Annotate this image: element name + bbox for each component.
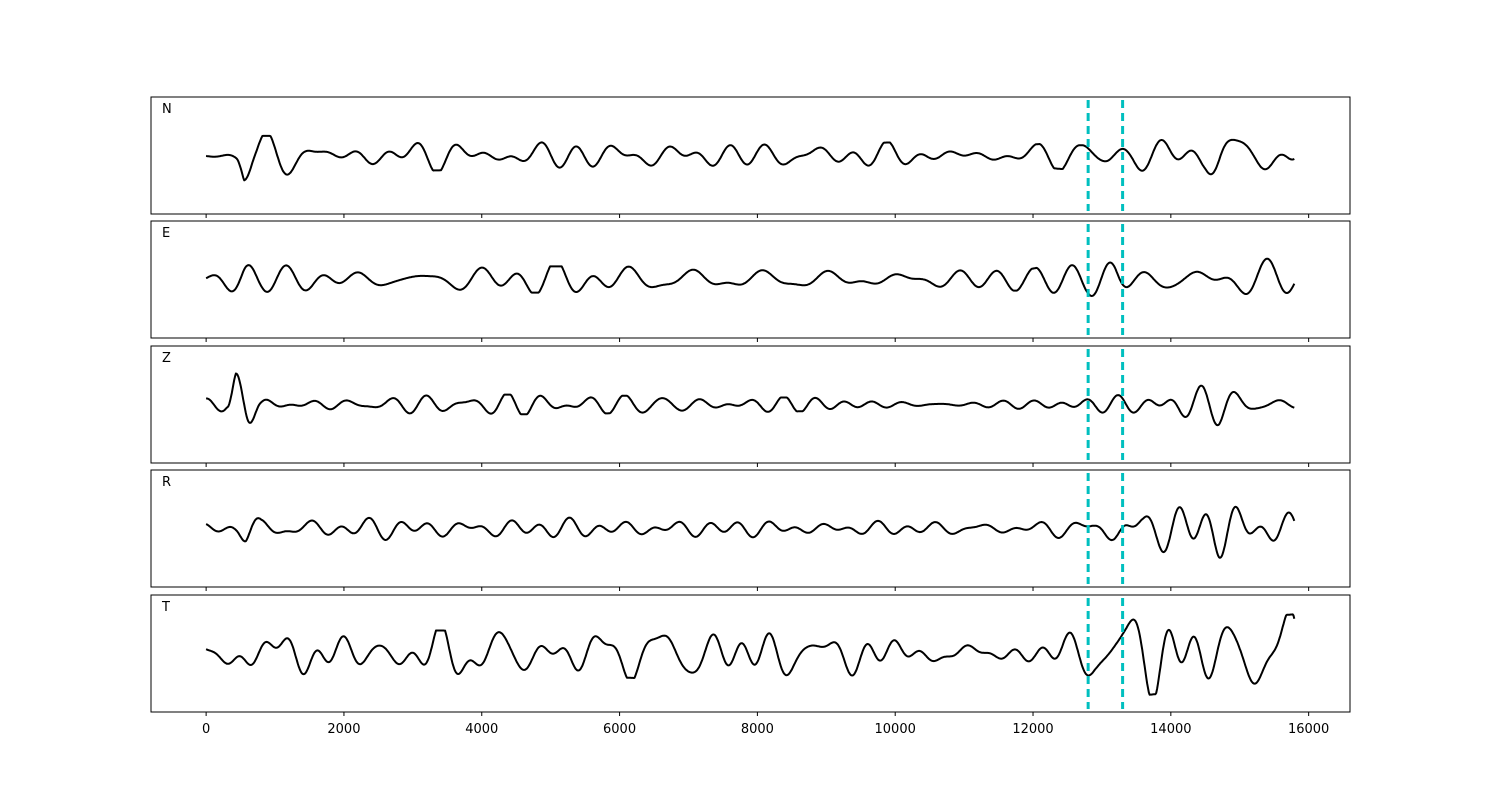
x-tick-label: 14000 xyxy=(1150,722,1191,737)
trace-z xyxy=(205,372,1295,427)
panel-e: E xyxy=(150,220,1351,342)
panel-frame xyxy=(150,594,1351,713)
panel-label: Z xyxy=(162,351,171,366)
trace-e xyxy=(205,257,1296,297)
x-axis: 0 2000 4000 6000 8000 10000 12000 14000 16000 xyxy=(202,722,1329,737)
x-tick-label: 4000 xyxy=(465,722,498,737)
trace-r xyxy=(205,505,1296,559)
panel-frame xyxy=(150,96,1351,215)
panel-frame xyxy=(150,469,1351,588)
panel-label: N xyxy=(162,102,172,117)
panels-group: N E Z R T xyxy=(150,96,1351,716)
x-tick-label: 8000 xyxy=(741,722,774,737)
x-tick-label: 16000 xyxy=(1288,722,1329,737)
x-tick-label: 6000 xyxy=(603,722,636,737)
trace-t xyxy=(205,613,1296,696)
panel-t: T xyxy=(150,594,1351,716)
panel-label: E xyxy=(162,226,170,241)
panel-z: Z xyxy=(150,345,1351,467)
panel-n: N xyxy=(150,96,1351,218)
trace-n xyxy=(205,134,1295,182)
panel-frame xyxy=(150,220,1351,339)
x-tick-label: 12000 xyxy=(1012,722,1053,737)
panel-frame xyxy=(150,345,1351,464)
panel-label: T xyxy=(161,600,170,615)
panel-r: R xyxy=(150,469,1351,591)
x-tick-label: 2000 xyxy=(327,722,360,737)
x-tick-label: 0 xyxy=(202,722,210,737)
panel-label: R xyxy=(162,475,171,490)
x-tick-label: 10000 xyxy=(875,722,916,737)
